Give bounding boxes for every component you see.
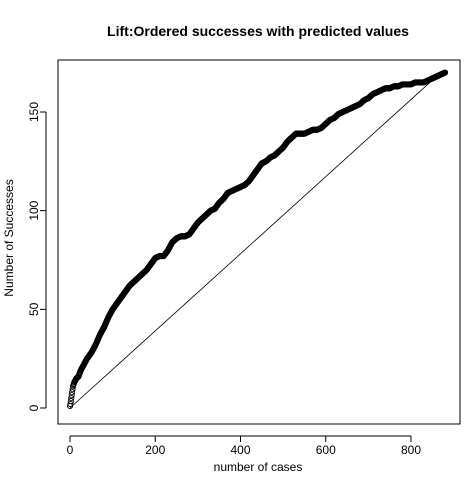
reference-line (69, 72, 442, 409)
data-point (67, 400, 74, 408)
plot-frame (57, 59, 461, 425)
x-tick-label: 0 (67, 443, 74, 457)
chart-title: Lift:Ordered successes with predicted va… (107, 23, 409, 39)
x-tick-label: 600 (316, 443, 336, 457)
y-tick-label: 0 (27, 404, 41, 411)
data-point (69, 386, 76, 393)
data-point (68, 392, 75, 399)
y-tick-label: 50 (27, 302, 41, 316)
x-tick-label: 200 (145, 443, 165, 457)
y-axis-label: Number of Successes (2, 179, 16, 296)
x-axis-label: number of cases (214, 460, 303, 474)
plot-area (57, 59, 461, 425)
x-tick-label: 800 (401, 443, 421, 457)
series-points (66, 69, 449, 410)
data-point (68, 395, 75, 402)
y-tick-label: 100 (27, 200, 41, 220)
x-tick-label: 400 (230, 443, 250, 457)
data-point (442, 69, 449, 76)
data-point (67, 398, 74, 405)
axes: 0 200 400 600 800 0 50 100 150 (27, 102, 421, 457)
y-tick-label: 150 (27, 102, 41, 122)
data-point (69, 389, 76, 396)
